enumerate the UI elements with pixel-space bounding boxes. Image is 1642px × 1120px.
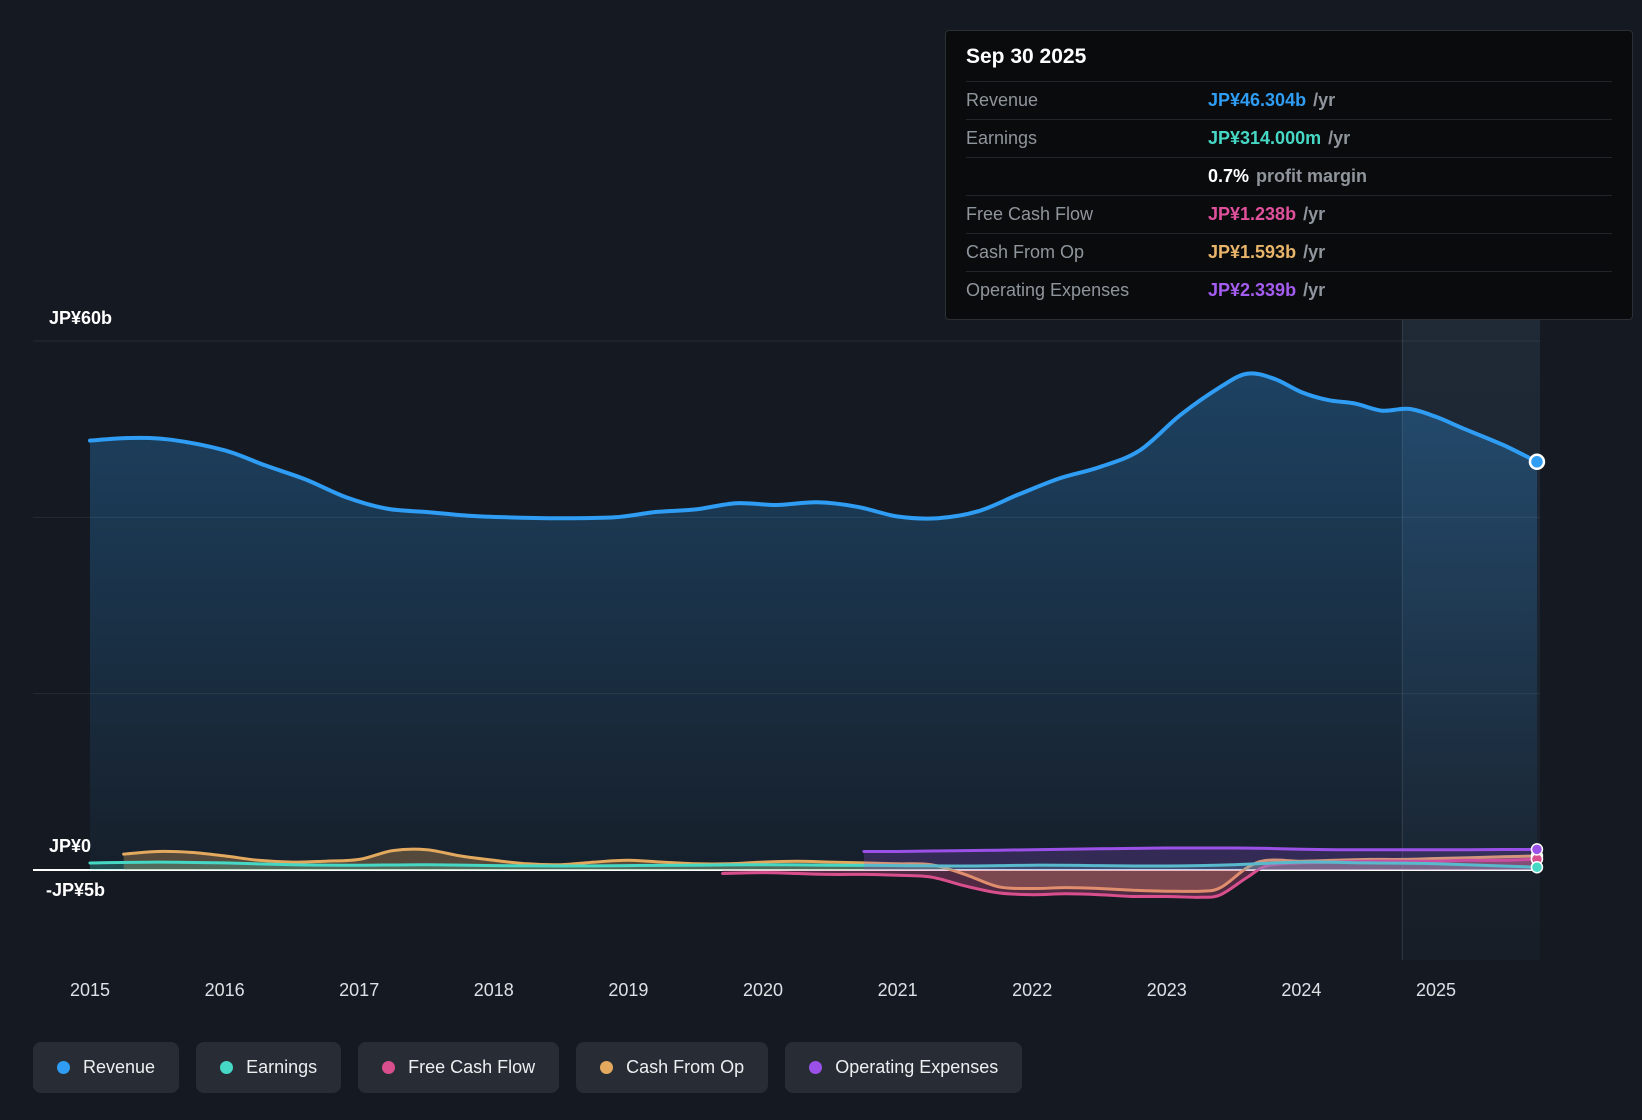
legend-label: Operating Expenses [835, 1057, 999, 1077]
legend-dot [382, 1061, 396, 1074]
tooltip-row-suffix: profit margin [1256, 166, 1368, 186]
legend-dot [57, 1061, 70, 1074]
series-area-revenue [90, 373, 1537, 870]
tooltip-row-label: Cash From Op [966, 242, 1085, 262]
legend: Revenue Earnings Free Cash Flow Cash From O… [33, 1042, 1023, 1093]
y-axis-label-neg5b: -JP¥5b [46, 880, 106, 900]
tooltip-row-label: Free Cash Flow [966, 204, 1094, 224]
legend-label: Revenue [83, 1057, 156, 1077]
y-axis-label-60b: JP¥60b [49, 308, 113, 328]
legend-dot [809, 1061, 823, 1074]
tooltip-row-value: JP¥1.238b [1208, 204, 1297, 224]
tooltip-card: Sep 30 2025 Revenue JP¥46.304b/yr Earnings… [945, 30, 1633, 320]
legend-dot [600, 1061, 614, 1074]
legend-item-cash-from-op[interactable]: Cash From Op [576, 1042, 769, 1093]
tooltip-row-suffix: /yr [1303, 242, 1326, 262]
tooltip-row-label: Revenue [966, 90, 1039, 110]
tooltip-row: Revenue JP¥46.304b/yr [966, 81, 1612, 119]
tooltip-row-value: 0.7% [1208, 166, 1250, 186]
series-line-earnings [88, 860, 1539, 869]
tooltip-row-label: Operating Expenses [966, 280, 1130, 300]
legend-label: Cash From Op [626, 1057, 745, 1077]
y-axis-label-0: JP¥0 [49, 836, 92, 856]
tooltip-row-suffix: /yr [1328, 128, 1351, 148]
tooltip-row-suffix: /yr [1313, 90, 1336, 110]
tooltip-row: Earnings JP¥314.000m/yr [966, 119, 1612, 157]
tooltip-row-value: JP¥314.000m [1208, 128, 1322, 148]
series-end-marker-revenue [1528, 453, 1546, 471]
legend-label: Free Cash Flow [408, 1057, 536, 1077]
tooltip-row-value: JP¥2.339b [1208, 280, 1297, 300]
tooltip-row-suffix: /yr [1303, 280, 1326, 300]
legend-item-free-cash-flow[interactable]: Free Cash Flow [358, 1042, 560, 1093]
legend-item-earnings[interactable]: Earnings [196, 1042, 342, 1093]
series-line-operating-expenses [862, 846, 1539, 854]
legend-item-operating-expenses[interactable]: Operating Expenses [785, 1042, 1023, 1093]
series-area-free-cash-flow [722, 859, 1537, 898]
series-end-marker-operating-expenses [1530, 843, 1544, 856]
series-line-revenue [88, 371, 1539, 521]
tooltip-row: Free Cash Flow JP¥1.238b/yr [966, 195, 1612, 233]
series-line-free-cash-flow [721, 857, 1539, 899]
series-area-operating-expenses [863, 847, 1537, 870]
legend-dot [220, 1061, 234, 1074]
tooltip-rows: Revenue JP¥46.304b/yr Earnings JP¥314.000m /… [966, 81, 1612, 309]
legend-label: Earnings [246, 1057, 318, 1077]
tooltip-date: Sep 30 2025 [966, 45, 1087, 68]
tooltip-row: Operating Expenses JP¥2.339b/yr [966, 271, 1612, 309]
tooltip-row: Cash From Op JP¥1.593b/yr [966, 233, 1612, 271]
tooltip-row: 0.7% profit margin [966, 157, 1612, 195]
legend-item-revenue[interactable]: Revenue [33, 1042, 180, 1093]
tooltip-row-label: Earnings [966, 128, 1038, 148]
tooltip-row-value: JP¥1.593b [1208, 242, 1297, 262]
tooltip-row-suffix: /yr [1303, 204, 1326, 224]
series-end-marker-earnings [1530, 860, 1544, 874]
tooltip-row-value: JP¥46.304b [1208, 90, 1307, 110]
